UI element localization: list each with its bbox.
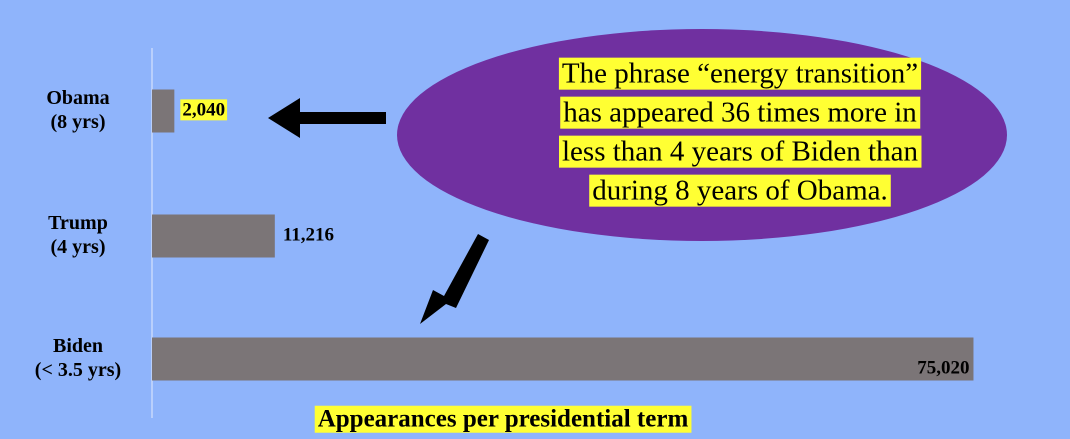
- category-label: Obama (8 yrs): [46, 87, 109, 133]
- annotation-line: during 8 years of Obama.: [592, 175, 888, 207]
- bar: [152, 337, 974, 381]
- highlights: [180, 57, 972, 433]
- text-highlight: [180, 99, 228, 121]
- bar: [152, 89, 175, 133]
- arrow: [268, 98, 386, 138]
- text-highlight: [558, 57, 922, 90]
- text-highlight: [560, 96, 921, 129]
- text-highlight: [314, 405, 692, 433]
- value-label: 11,216: [283, 224, 334, 245]
- text-highlight: [589, 174, 891, 207]
- text-highlight: [559, 135, 922, 168]
- value-label: 75,020: [917, 357, 969, 378]
- x-axis-label: Appearances per presidential term: [318, 406, 689, 433]
- arrow: [420, 234, 489, 324]
- category-label: Biden (< 3.5 yrs): [35, 335, 121, 381]
- bar: [152, 214, 275, 258]
- value-label: 2,040: [182, 99, 225, 120]
- annotation-line: less than 4 years of Biden than: [562, 136, 918, 168]
- category-label: Trump (4 yrs): [48, 212, 108, 258]
- annotation-line: The phrase “energy transition”: [562, 58, 918, 90]
- annotation-line: has appeared 36 times more in: [563, 97, 917, 129]
